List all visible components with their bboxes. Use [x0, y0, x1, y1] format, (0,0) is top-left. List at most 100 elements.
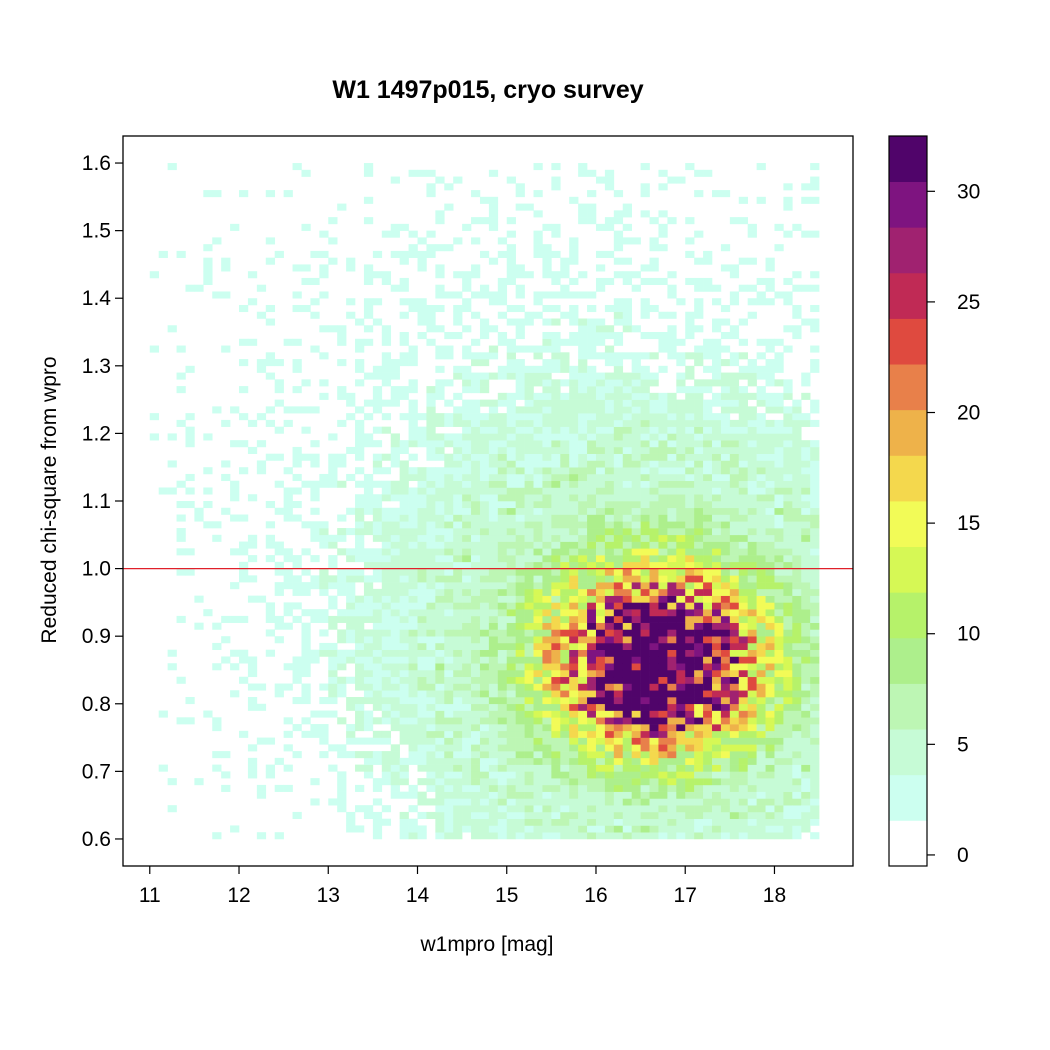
- heatmap-cell: [676, 730, 686, 738]
- y-tick-label: 1.1: [82, 490, 111, 513]
- heatmap-cell: [444, 622, 454, 630]
- heatmap-cell: [462, 656, 472, 664]
- heatmap-cell: [595, 791, 606, 799]
- heatmap-cell: [399, 514, 409, 522]
- heatmap-cell: [801, 764, 811, 772]
- heatmap-cell: [738, 778, 748, 786]
- heatmap-cell: [417, 656, 427, 664]
- heatmap-cell: [381, 751, 392, 759]
- heatmap-cell: [703, 771, 713, 779]
- heatmap-cell: [515, 737, 525, 745]
- heatmap-cell: [774, 568, 784, 576]
- heatmap-cell: [801, 690, 811, 698]
- heatmap-cell: [694, 392, 704, 400]
- heatmap-cell: [167, 460, 177, 468]
- heatmap-cell: [694, 561, 704, 569]
- heatmap-cell: [381, 676, 392, 684]
- heatmap-cell: [712, 413, 722, 421]
- heatmap-cell: [604, 642, 615, 650]
- x-tick-label: 15: [495, 884, 518, 907]
- heatmap-cell: [685, 311, 695, 319]
- heatmap-cell: [363, 751, 374, 759]
- heatmap-cell: [497, 480, 508, 488]
- heatmap-cell: [381, 636, 392, 644]
- heatmap-cell: [381, 642, 392, 650]
- heatmap-cell: [355, 406, 365, 414]
- heatmap-cell: [176, 676, 186, 684]
- heatmap-cell: [247, 271, 258, 279]
- heatmap-cell: [640, 277, 650, 285]
- heatmap-cell: [471, 555, 481, 563]
- heatmap-cell: [453, 541, 463, 549]
- heatmap-cell: [221, 345, 231, 353]
- heatmap-cell: [613, 399, 624, 407]
- heatmap-cell: [622, 514, 632, 522]
- heatmap-cell: [381, 230, 392, 238]
- heatmap-cell: [622, 223, 632, 231]
- heatmap-cell: [399, 575, 409, 583]
- heatmap-cell: [506, 649, 516, 657]
- heatmap-cell: [372, 480, 383, 488]
- heatmap-cell: [667, 676, 677, 684]
- heatmap-cell: [613, 453, 624, 461]
- heatmap-cell: [337, 663, 347, 671]
- heatmap-cell: [810, 541, 820, 549]
- heatmap-cell: [524, 521, 534, 529]
- heatmap-cell: [524, 419, 534, 427]
- heatmap-cell: [426, 676, 436, 684]
- heatmap-cell: [604, 724, 615, 732]
- heatmap-cell: [649, 588, 659, 596]
- heatmap-cell: [551, 561, 561, 569]
- colorbar-segment: [889, 501, 927, 548]
- heatmap-cell: [569, 744, 579, 752]
- heatmap-cell: [703, 791, 713, 799]
- heatmap-cell: [346, 724, 356, 732]
- heatmap-cell: [631, 798, 641, 806]
- heatmap-cell: [658, 811, 668, 819]
- heatmap-cell: [479, 473, 490, 482]
- heatmap-cell: [363, 737, 374, 745]
- heatmap-cell: [667, 284, 677, 292]
- heatmap-cell: [292, 724, 302, 732]
- heatmap-cell: [533, 676, 543, 684]
- heatmap-cell: [604, 487, 615, 495]
- heatmap-cell: [712, 548, 722, 556]
- heatmap-cell: [444, 818, 454, 826]
- heatmap-cell: [328, 649, 338, 657]
- heatmap-cell: [774, 534, 784, 542]
- heatmap-cell: [435, 541, 445, 549]
- heatmap-cell: [703, 453, 713, 461]
- heatmap-cell: [792, 622, 802, 630]
- heatmap-cell: [444, 609, 454, 617]
- heatmap-cell: [551, 555, 561, 563]
- heatmap-cell: [622, 744, 632, 752]
- heatmap-cell: [720, 359, 731, 367]
- heatmap-cell: [649, 697, 659, 705]
- heatmap-cell: [408, 487, 418, 495]
- heatmap-cell: [506, 304, 516, 313]
- heatmap-cell: [479, 697, 490, 705]
- heatmap-cell: [408, 609, 418, 617]
- heatmap-cell: [471, 467, 481, 475]
- heatmap-cell: [524, 615, 534, 623]
- heatmap-cell: [328, 453, 338, 461]
- heatmap-cell: [372, 494, 383, 502]
- heatmap-cell: [524, 703, 534, 711]
- heatmap-cell: [292, 453, 302, 461]
- heatmap-cell: [426, 494, 436, 502]
- heatmap-cell: [506, 277, 516, 285]
- heatmap-cell: [649, 426, 659, 434]
- x-axis: 11 12 13 14 15 16 17 18: [139, 866, 786, 907]
- heatmap-cell: [390, 176, 400, 184]
- heatmap-cell: [435, 595, 445, 603]
- heatmap-cell: [506, 717, 516, 725]
- heatmap-cell: [578, 379, 588, 387]
- heatmap-cell: [694, 169, 704, 177]
- heatmap-cell: [631, 386, 641, 394]
- heatmap-cell: [533, 649, 543, 657]
- heatmap-cell: [595, 419, 606, 427]
- heatmap-cell: [560, 399, 570, 407]
- heatmap-cell: [783, 473, 793, 482]
- heatmap-cell: [515, 730, 525, 738]
- heatmap-cell: [444, 582, 454, 590]
